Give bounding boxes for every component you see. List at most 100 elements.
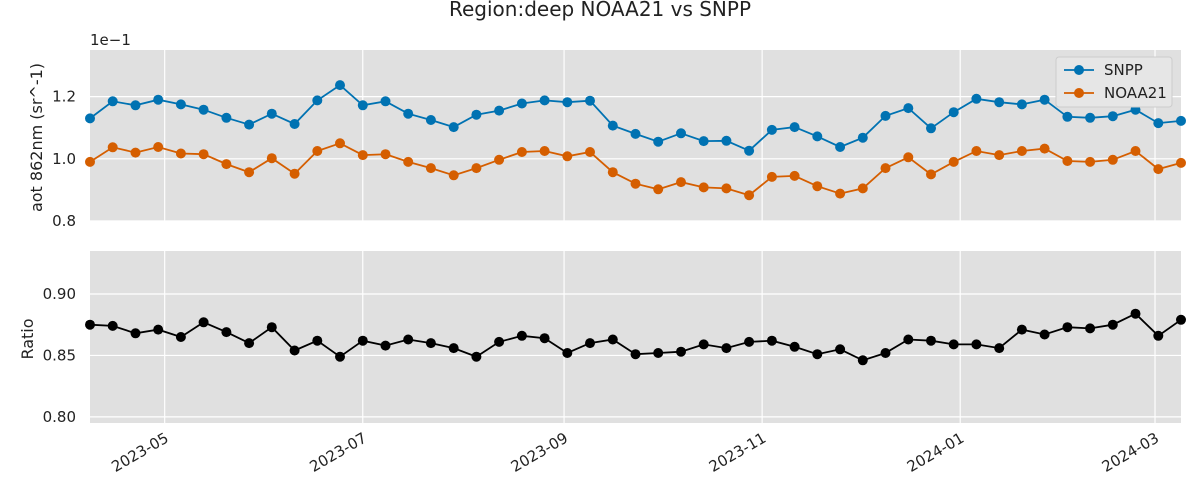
aot-data-point xyxy=(698,182,709,193)
aot-data-point xyxy=(1039,143,1050,154)
aot-data-point xyxy=(357,100,368,111)
legend-label: SNPP xyxy=(1104,61,1143,79)
aot-data-point xyxy=(539,146,550,156)
ratio-data-point xyxy=(926,335,936,346)
ratio-y-axis-label: Ratio xyxy=(18,318,37,359)
aot-data-point xyxy=(607,120,618,131)
ratio-data-point xyxy=(403,334,414,345)
ratio-data-point xyxy=(698,339,709,350)
aot-series-group xyxy=(85,80,1186,201)
aot-data-point xyxy=(198,149,209,160)
ratio-data-point xyxy=(1153,330,1164,341)
ratio-data-point xyxy=(357,335,368,346)
ratio-data-point xyxy=(1016,324,1027,335)
aot-data-point xyxy=(789,170,800,181)
aot-data-point xyxy=(1085,156,1096,167)
ratio-data-point xyxy=(380,340,391,351)
aot-data-point xyxy=(85,113,95,124)
x-tick-label: 2023-07 xyxy=(306,429,369,476)
aot-data-point xyxy=(1107,154,1118,165)
ratio-data-point xyxy=(289,345,300,356)
aot-data-point xyxy=(244,119,255,130)
aot-data-point xyxy=(312,146,323,156)
ratio-data-point xyxy=(153,324,164,335)
aot-offset-label: 1e−1 xyxy=(90,31,131,49)
aot-data-point xyxy=(971,146,982,156)
aot-data-point xyxy=(380,96,391,107)
aot-data-point xyxy=(857,132,868,143)
aot-data-point xyxy=(812,181,823,192)
aot-y-tick-label: 1.2 xyxy=(52,88,76,106)
ratio-y-tick-label: 0.80 xyxy=(43,408,76,426)
aot-data-point xyxy=(994,150,1005,161)
aot-data-point xyxy=(471,109,482,120)
aot-data-point xyxy=(1062,156,1073,166)
aot-data-point xyxy=(721,183,732,194)
ratio-data-point xyxy=(607,334,618,345)
legend: SNPP NOAA21 xyxy=(1055,56,1173,108)
ratio-data-point xyxy=(1107,319,1118,330)
aot-data-point xyxy=(335,80,345,91)
ratio-data-point xyxy=(903,334,914,345)
ratio-data-point xyxy=(789,341,800,352)
aot-data-point xyxy=(1153,164,1164,175)
aot-data-point xyxy=(357,150,368,161)
aot-data-point xyxy=(607,167,618,178)
aot-data-point xyxy=(289,119,300,129)
x-tick-label: 2024-03 xyxy=(1099,429,1162,476)
aot-data-point xyxy=(403,108,414,119)
aot-data-point xyxy=(85,156,95,167)
aot-data-point xyxy=(630,128,641,139)
ratio-data-point xyxy=(516,330,527,341)
aot-data-point xyxy=(812,131,823,142)
aot-data-point xyxy=(903,152,914,163)
aot-data-point xyxy=(244,167,255,178)
aot-data-point xyxy=(289,168,300,179)
aot-data-point xyxy=(835,188,846,199)
ratio-data-point xyxy=(244,338,255,349)
aot-data-point xyxy=(676,177,686,188)
ratio-data-point xyxy=(812,349,823,360)
aot-data-point xyxy=(425,163,436,174)
ratio-data-point xyxy=(585,338,595,349)
aot-data-point xyxy=(1176,157,1186,168)
ratio-data-point xyxy=(1130,308,1141,319)
ratio-data-point xyxy=(312,335,323,346)
aot-data-point xyxy=(585,147,595,157)
ratio-data-point xyxy=(1176,314,1186,325)
ratio-data-point xyxy=(107,320,118,331)
aot-panel: 0.8 1.0 1.2 1e−1 aot 862nm (sr^-1) SNPP NOA… xyxy=(27,31,1186,230)
aot-data-point xyxy=(1016,146,1027,156)
aot-data-point xyxy=(562,151,573,162)
aot-data-point xyxy=(380,149,391,160)
x-tick-label: 2023-09 xyxy=(508,429,571,476)
ratio-data-point xyxy=(971,339,982,350)
aot-data-point xyxy=(1085,112,1096,123)
aot-data-point xyxy=(948,156,959,167)
ratio-data-point xyxy=(562,348,573,358)
ratio-data-point xyxy=(948,339,959,350)
ratio-data-point xyxy=(335,351,345,362)
legend-swatch-marker xyxy=(1074,65,1084,75)
aot-data-point xyxy=(744,145,755,156)
legend-swatch-marker xyxy=(1074,88,1084,98)
aot-y-ticks: 0.8 1.0 1.2 xyxy=(52,88,76,230)
aot-data-point xyxy=(153,94,164,105)
aot-data-point xyxy=(153,142,164,152)
aot-data-point xyxy=(266,108,277,119)
aot-data-point xyxy=(721,135,732,146)
x-tick-label: 2023-05 xyxy=(108,429,171,476)
aot-data-point xyxy=(494,154,505,165)
aot-data-point xyxy=(676,128,686,139)
x-tick-label: 2024-01 xyxy=(904,429,967,476)
aot-data-point xyxy=(653,136,664,147)
ratio-data-point xyxy=(1039,329,1050,340)
aot-data-point xyxy=(903,103,914,114)
aot-data-point xyxy=(403,156,414,167)
aot-data-point xyxy=(766,171,777,182)
aot-data-point xyxy=(198,104,209,115)
ratio-data-point xyxy=(221,327,232,338)
aot-data-point xyxy=(926,123,936,134)
aot-data-point xyxy=(835,142,846,152)
